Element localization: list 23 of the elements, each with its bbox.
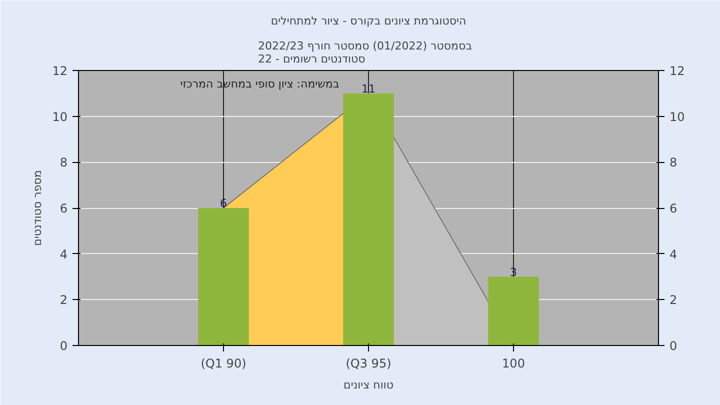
chart-title: היסטוגרמת ציונים בקורס - ציור למתחילים (270, 14, 466, 28)
y-axis-title: מספר סטודנטים (31, 170, 44, 246)
chart-subtitle: בסמסטר (01/2022) סמסטר חורף 2022/23 סטודנטים רשומים - 22 (258, 40, 472, 66)
y-tick-label: 4 (60, 247, 68, 262)
y-tick-label: 12 (52, 64, 68, 78)
y-tick-label: 8 (60, 156, 68, 170)
y2-tick-label: 8 (670, 156, 678, 170)
x-tick-label: (Q3 95) (346, 356, 392, 370)
y2-tick-label: 10 (670, 110, 685, 124)
x-tick-label: (Q1 90) (200, 356, 246, 370)
bar (198, 208, 249, 346)
x-tick-label: 100 (502, 356, 525, 370)
y2-tick-label: 2 (670, 293, 678, 308)
y-tick-label: 6 (60, 202, 68, 216)
y-tick-label: 0 (60, 339, 68, 353)
y-tick-label: 2 (60, 293, 68, 308)
y-tick-label: 10 (52, 110, 68, 124)
y2-tick-label: 0 (670, 339, 678, 353)
bar (488, 276, 539, 346)
y2-tick-label: 6 (670, 202, 678, 216)
y2-tick-label: 12 (670, 64, 685, 78)
x-axis-title: טווח ציונים (344, 378, 394, 392)
y2-tick-label: 4 (670, 247, 678, 262)
